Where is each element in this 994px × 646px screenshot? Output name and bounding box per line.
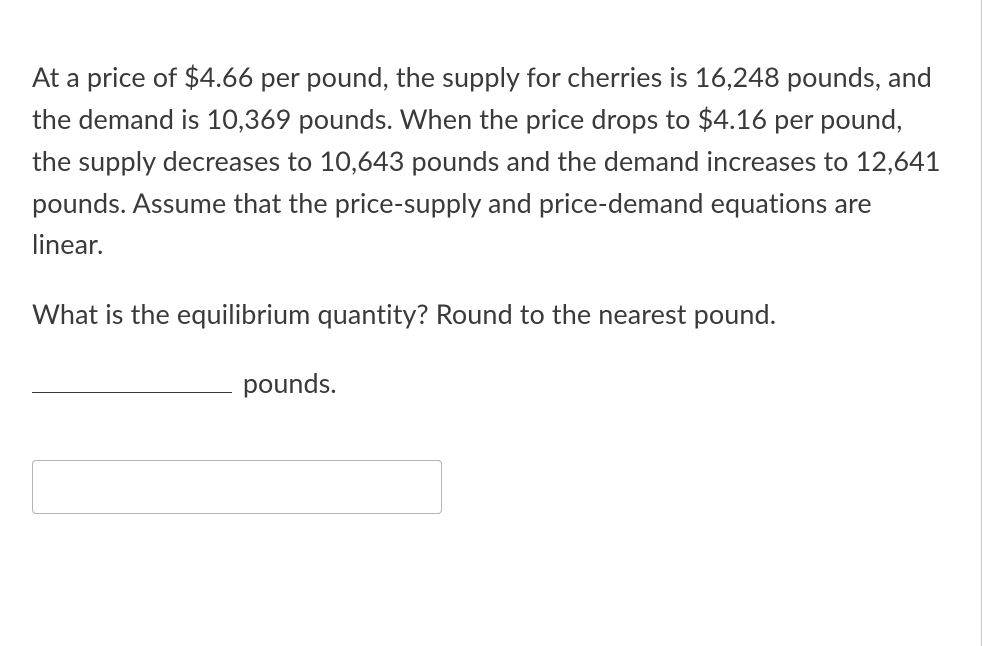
fill-in-blank [32, 392, 232, 393]
answer-input[interactable] [32, 460, 442, 514]
answer-unit-label: pounds. [236, 366, 337, 399]
question-prompt-text: What is the equilibrium quantity? Round … [32, 293, 948, 335]
problem-body-text: At a price of $4.66 per pound, the suppl… [32, 56, 948, 265]
answer-blank-line: pounds. [32, 363, 948, 404]
vertical-divider [981, 0, 982, 646]
question-container: At a price of $4.66 per pound, the suppl… [0, 0, 980, 546]
